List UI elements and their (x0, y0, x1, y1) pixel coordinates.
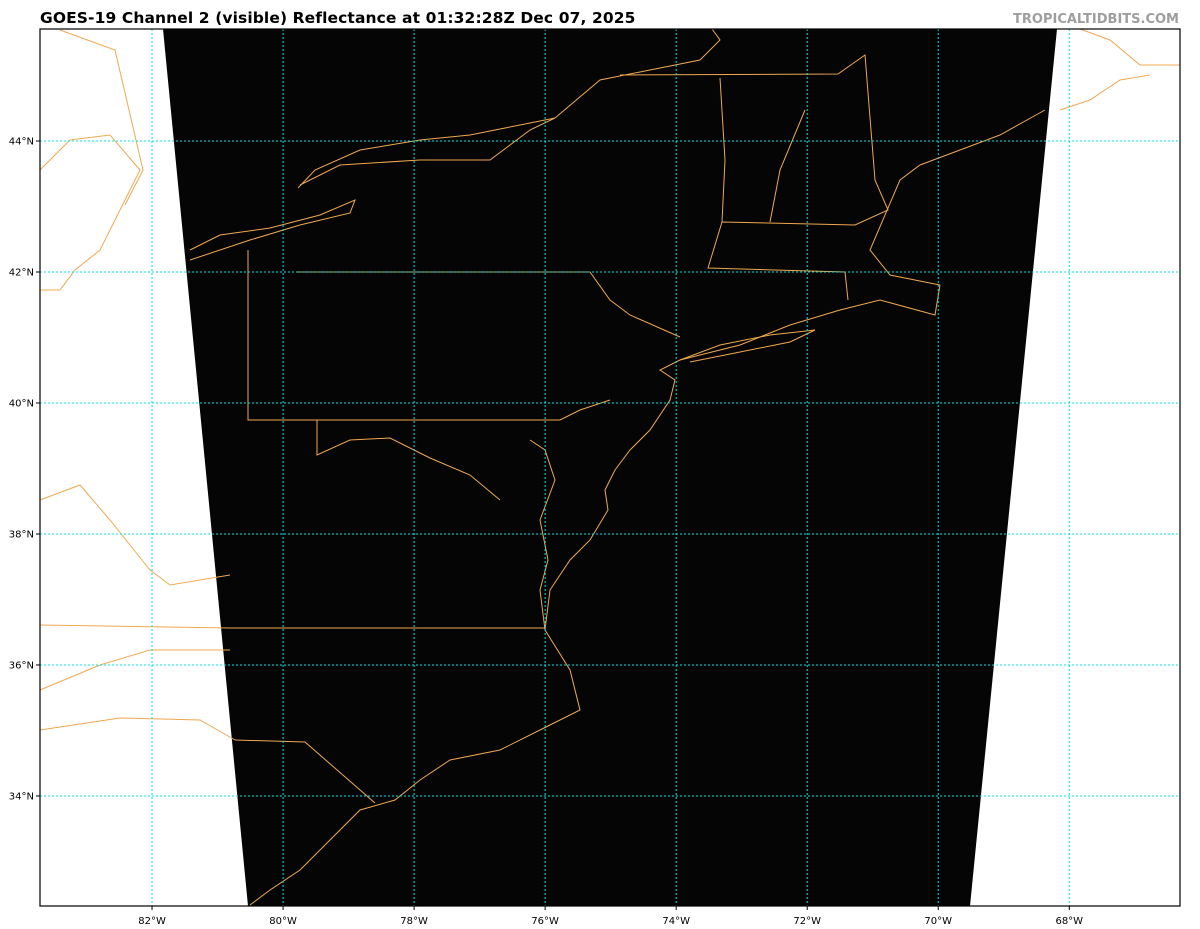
nova-scotia (1059, 28, 1180, 111)
latitude-tick-label: 44°N (9, 136, 34, 147)
longitude-tick-label: 82°W (138, 916, 166, 927)
va-nc-border (39, 624, 545, 629)
lake-ontario (297, 117, 556, 189)
longitude-tick-label: 74°W (662, 916, 690, 927)
longitude-tick-label: 70°W (924, 916, 952, 927)
vt-nh-border (719, 77, 806, 223)
pa-southern-border (247, 250, 611, 421)
western-features (39, 29, 236, 741)
latitude-tick-label: 40°N (9, 398, 34, 409)
wv-va-border (316, 420, 501, 501)
longitude-tick-label: 72°W (793, 916, 821, 927)
east-coastline (249, 109, 1046, 906)
long-island (679, 329, 816, 363)
map-frame (39, 28, 1181, 907)
new-england-borders (619, 54, 889, 301)
map-title: GOES-19 Channel 2 (visible) Reflectance … (40, 9, 636, 27)
gridlines (40, 29, 1180, 906)
longitude-tick-label: 76°W (531, 916, 559, 927)
satellite-swath (163, 29, 1057, 906)
brand-watermark: TROPICALTIDBITS.COM (1013, 12, 1179, 27)
latitude-tick-label: 42°N (9, 267, 34, 278)
st-lawrence (554, 28, 721, 119)
longitude-tick-label: 80°W (269, 916, 297, 927)
lake-erie (189, 199, 356, 261)
longitude-tick-label: 78°W (400, 916, 428, 927)
latitude-tick-label: 34°N (9, 791, 34, 802)
axis-ticks: 82°W 80°W 78°W 76°W 74°W 72°W 70°W 68°W 44°N 42°N… (9, 136, 1083, 927)
longitude-tick-label: 68°W (1055, 916, 1083, 927)
latitude-tick-label: 36°N (9, 660, 34, 671)
nc-sc-border (234, 739, 376, 804)
latitude-tick-label: 38°N (9, 529, 34, 540)
ontario-land (39, 134, 141, 291)
